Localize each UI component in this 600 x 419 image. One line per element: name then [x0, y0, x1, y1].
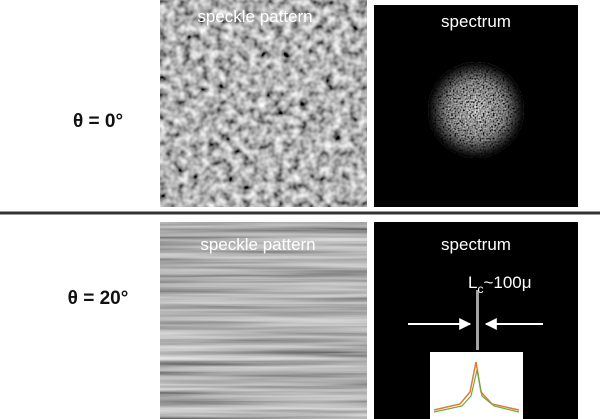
panel-title: spectrum — [441, 235, 511, 254]
figure: θ = 0° speckle pattern spectrum θ = 20° … — [0, 0, 600, 419]
panel-title: spectrum — [441, 12, 511, 31]
panel-title: speckle pattern — [197, 7, 312, 26]
row-label: θ = 0° — [73, 111, 123, 132]
panel-title: speckle pattern — [200, 235, 315, 254]
spectrum-image — [374, 5, 578, 207]
speckle-image — [160, 0, 367, 207]
annotation-main: L — [468, 273, 477, 292]
annotation-rest: ~100μ — [483, 273, 531, 292]
row-label: θ = 20° — [68, 288, 129, 309]
